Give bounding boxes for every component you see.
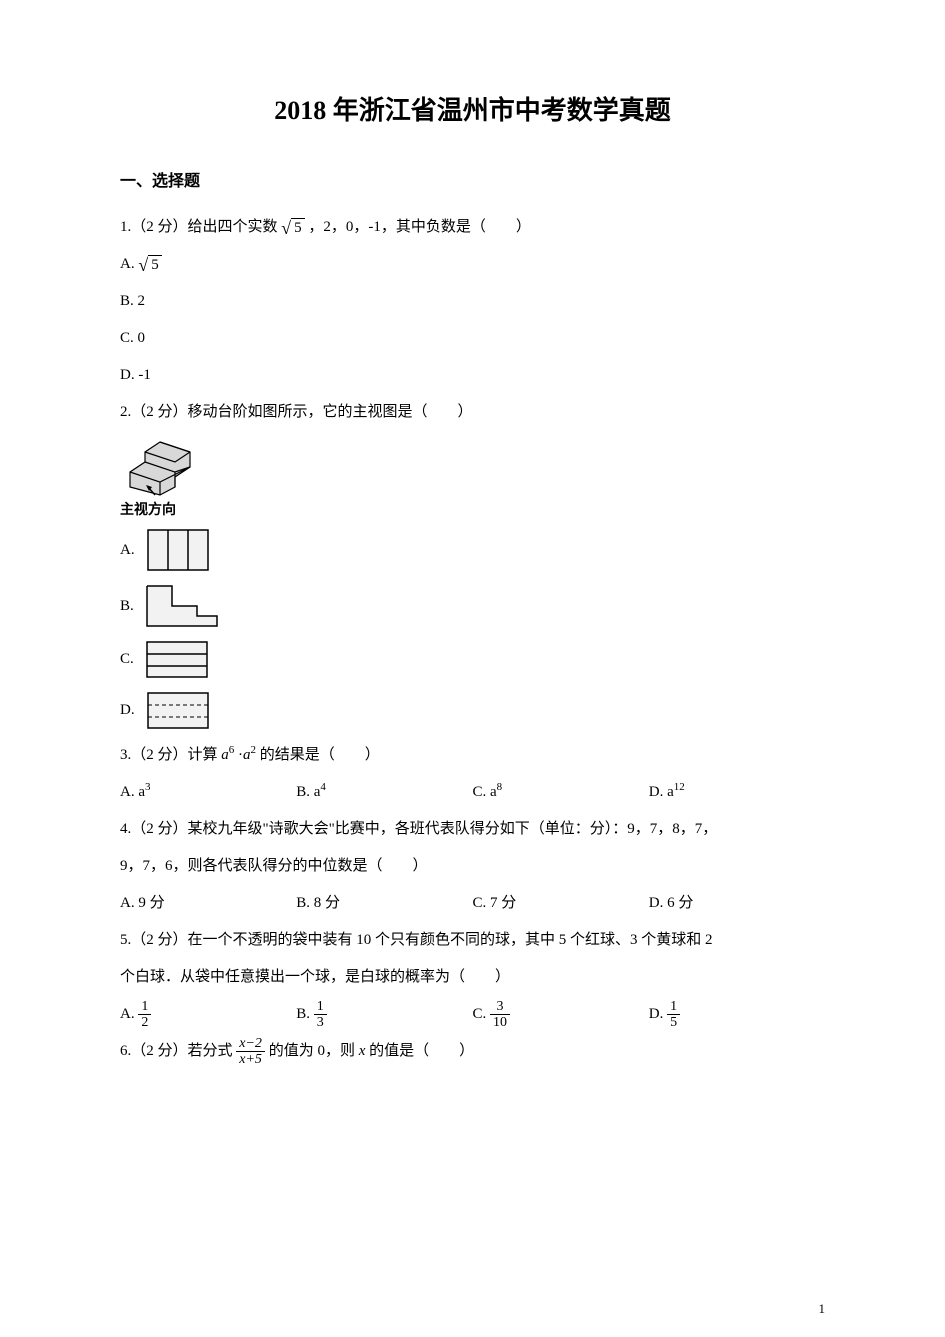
front-view-d-icon [143, 688, 213, 733]
q6-suffix: 的值是（ ） [369, 1043, 474, 1059]
opt-text: D. a [649, 784, 674, 800]
radicand: 5 [148, 255, 162, 274]
page-number: 1 [819, 1301, 826, 1317]
front-view-b-icon [142, 581, 222, 631]
opt-text: A. a [120, 784, 145, 800]
opt-label: A. [120, 1006, 138, 1022]
q2-opt-a: A. [120, 525, 825, 575]
exp: 12 [674, 781, 685, 793]
opt-label: A. [120, 542, 135, 559]
q1-opt-a: A. √ 5 [120, 248, 825, 281]
q4-opt-a: A. 9 分 [120, 887, 296, 920]
var-a: a [243, 747, 251, 763]
q3-opt-a: A. a3 [120, 776, 296, 809]
denominator: 5 [667, 1015, 680, 1030]
q1-opt-c: C. 0 [120, 322, 825, 355]
q4-opt-d: D. 6 分 [649, 887, 825, 920]
q3-options: A. a3 B. a4 C. a8 D. a12 [120, 776, 825, 809]
q5-opt-a: A. 1 2 [120, 998, 296, 1031]
radicand: 5 [291, 218, 305, 237]
view-direction-label: 主视方向 [120, 499, 825, 519]
q4-options: A. 9 分 B. 8 分 C. 7 分 D. 6 分 [120, 887, 825, 920]
exp: 3 [145, 781, 151, 793]
sqrt-icon: √ 5 [138, 255, 161, 274]
q3-stem: 3.（2 分）计算 a6 ·a2 的结果是（ ） [120, 739, 825, 772]
q2-opt-c: C. [120, 637, 825, 682]
stair-3d-icon [120, 437, 210, 497]
denominator: 2 [138, 1015, 151, 1030]
denominator: 3 [314, 1015, 327, 1030]
opt-label: C. [120, 651, 134, 668]
exp: 6 [229, 744, 235, 756]
exp: 2 [251, 744, 257, 756]
opt-label: B. [120, 598, 134, 615]
opt-label: C. [473, 1006, 491, 1022]
fraction: 3 10 [490, 999, 510, 1031]
numerator: x−2 [236, 1036, 265, 1052]
opt-text: C. a [473, 784, 497, 800]
q5-opt-b: B. 1 3 [296, 998, 472, 1031]
numerator: 1 [314, 999, 327, 1015]
page-title: 2018 年浙江省温州市中考数学真题 [120, 90, 825, 127]
exp: 4 [320, 781, 326, 793]
q5-opt-d: D. 1 5 [649, 998, 825, 1031]
fraction: 1 3 [314, 999, 327, 1031]
document-page: 2018 年浙江省温州市中考数学真题 一、选择题 1.（2 分）给出四个实数 √… [0, 0, 945, 1337]
var-x: x [359, 1043, 366, 1059]
exp: 8 [497, 781, 503, 793]
numerator: 1 [667, 999, 680, 1015]
var-a: a [221, 747, 229, 763]
fraction: x−2 x+5 [236, 1036, 265, 1068]
q1-opt-d: D. -1 [120, 359, 825, 392]
front-view-c-icon [142, 637, 212, 682]
q4-opt-c: C. 7 分 [473, 887, 649, 920]
section-heading: 一、选择题 [120, 167, 825, 191]
q4-stem-line2: 9，7，6，则各代表队得分的中位数是（ ） [120, 850, 825, 883]
denominator: 10 [490, 1015, 510, 1030]
opt-text: B. a [296, 784, 320, 800]
q5-opt-c: C. 3 10 [473, 998, 649, 1031]
opt-label: D. [649, 1006, 667, 1022]
q5-options: A. 1 2 B. 1 3 C. 3 10 D. 1 5 [120, 998, 825, 1031]
q2-stem: 2.（2 分）移动台阶如图所示，它的主视图是（ ） [120, 396, 825, 429]
fraction: 1 2 [138, 999, 151, 1031]
q3-opt-b: B. a4 [296, 776, 472, 809]
front-view-a-icon [143, 525, 213, 575]
q6-prefix: 6.（2 分）若分式 [120, 1043, 236, 1059]
q1-opt-b: B. 2 [120, 285, 825, 318]
q5-stem-line1: 5.（2 分）在一个不透明的袋中装有 10 个只有颜色不同的球，其中 5 个红球… [120, 924, 825, 957]
q2-opt-b: B. [120, 581, 825, 631]
q6-mid: 的值为 0，则 [269, 1043, 359, 1059]
q2-main-figure: 主视方向 [120, 437, 825, 519]
denominator: x+5 [236, 1052, 265, 1067]
q1-stem-prefix: 1.（2 分）给出四个实数 [120, 219, 281, 235]
q4-opt-b: B. 8 分 [296, 887, 472, 920]
radical-sign: √ [138, 256, 148, 274]
opt-label: A. [120, 256, 138, 272]
radical-sign: √ [281, 219, 291, 237]
fraction: 1 5 [667, 999, 680, 1031]
opt-label: D. [120, 702, 135, 719]
q1-stem-suffix: ，2，0，-1，其中负数是（ ） [308, 219, 531, 235]
opt-label: B. [296, 1006, 314, 1022]
q3-opt-c: C. a8 [473, 776, 649, 809]
q3-suffix: 的结果是（ ） [260, 747, 380, 763]
numerator: 3 [490, 999, 510, 1015]
q6-stem: 6.（2 分）若分式 x−2 x+5 的值为 0，则 x 的值是（ ） [120, 1035, 825, 1068]
q4-stem-line1: 4.（2 分）某校九年级"诗歌大会"比赛中，各班代表队得分如下（单位：分）：9，… [120, 813, 825, 846]
q3-opt-d: D. a12 [649, 776, 825, 809]
q1-stem: 1.（2 分）给出四个实数 √ 5 ，2，0，-1，其中负数是（ ） [120, 211, 825, 244]
numerator: 1 [138, 999, 151, 1015]
q3-prefix: 3.（2 分）计算 [120, 747, 221, 763]
sqrt-icon: √ 5 [281, 218, 304, 237]
q2-opt-d: D. [120, 688, 825, 733]
q5-stem-line2: 个白球．从袋中任意摸出一个球，是白球的概率为（ ） [120, 961, 825, 994]
